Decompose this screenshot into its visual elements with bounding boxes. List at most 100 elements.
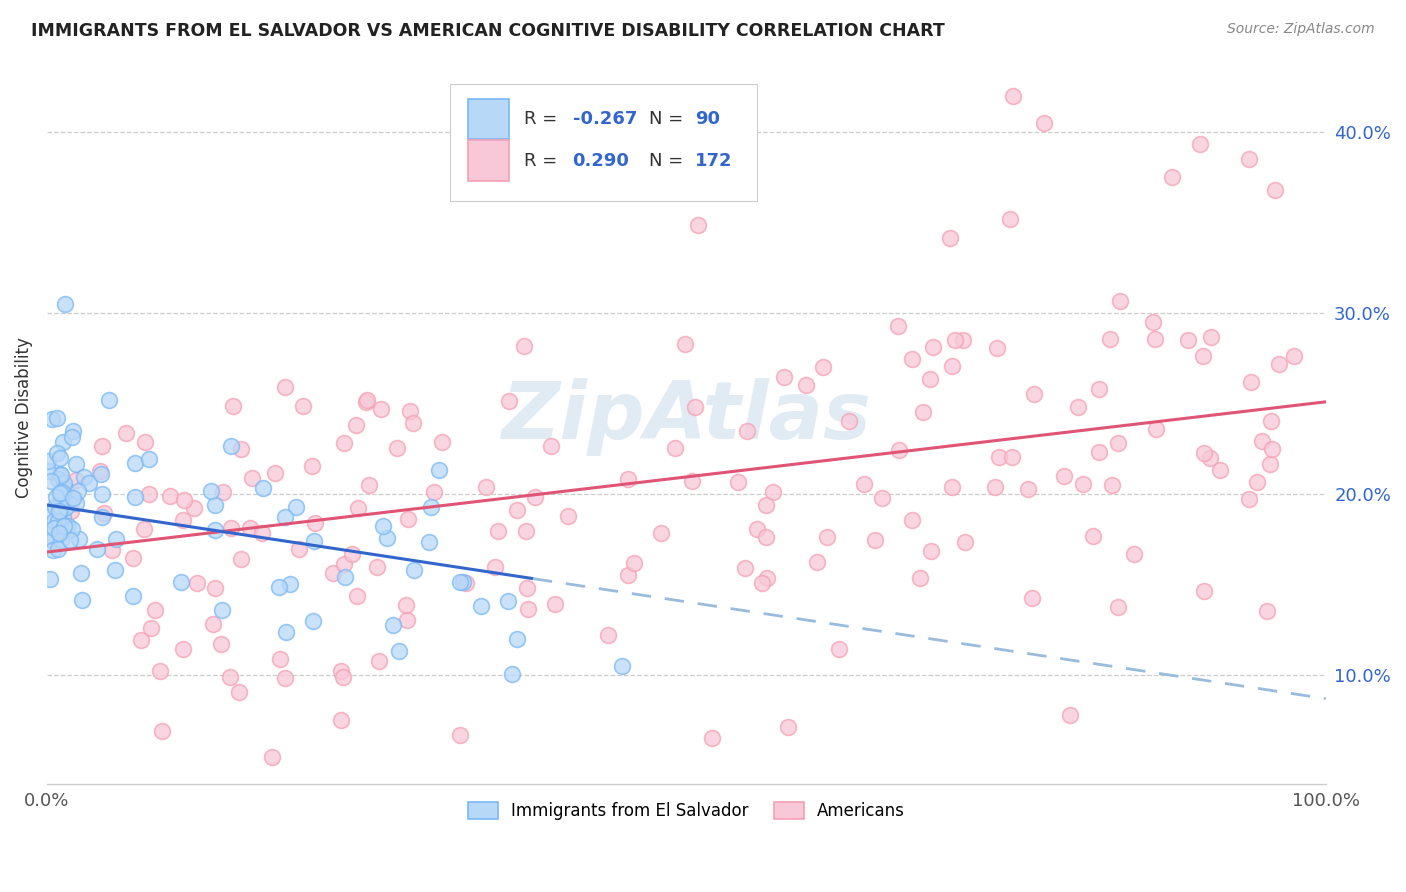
Point	[41, 474, 63, 488]
Point	[219, 670, 242, 684]
Point	[104, 563, 127, 577]
Point	[70, 593, 93, 607]
Point	[1261, 442, 1284, 456]
Point	[52, 434, 75, 449]
Point	[65, 473, 87, 487]
Point	[60, 522, 83, 536]
Point	[67, 532, 90, 546]
Point	[506, 502, 529, 516]
Point	[269, 651, 291, 665]
Point	[41, 411, 63, 425]
Point	[1088, 382, 1111, 396]
Point	[302, 533, 325, 548]
Point	[41, 533, 63, 547]
Point	[322, 566, 344, 580]
FancyBboxPatch shape	[468, 99, 509, 139]
Point	[302, 614, 325, 628]
Point	[852, 476, 875, 491]
Point	[52, 475, 75, 490]
Point	[45, 411, 67, 425]
Point	[93, 506, 115, 520]
Point	[219, 439, 242, 453]
Point	[887, 318, 910, 333]
Point	[97, 392, 120, 407]
Point	[138, 452, 160, 467]
Point	[51, 524, 73, 538]
Point	[755, 530, 778, 544]
Point	[73, 469, 96, 483]
Point	[48, 485, 70, 500]
Point	[430, 434, 453, 449]
Point	[901, 352, 924, 367]
Text: R =: R =	[524, 110, 562, 128]
Point	[1189, 137, 1212, 152]
Point	[912, 405, 935, 419]
Point	[388, 644, 411, 658]
Y-axis label: Cognitive Disability: Cognitive Disability	[15, 337, 32, 498]
Point	[138, 487, 160, 501]
Point	[55, 500, 77, 514]
Point	[988, 450, 1011, 464]
Point	[1033, 116, 1056, 130]
Point	[683, 400, 706, 414]
Point	[209, 636, 232, 650]
Point	[395, 598, 418, 612]
Point	[401, 416, 423, 430]
Point	[395, 614, 418, 628]
FancyBboxPatch shape	[450, 84, 756, 201]
Point	[1021, 591, 1043, 605]
Point	[382, 618, 405, 632]
Point	[1282, 349, 1305, 363]
Point	[37, 454, 59, 468]
Point	[304, 516, 326, 530]
Point	[778, 720, 800, 734]
Point	[329, 664, 352, 678]
Point	[516, 582, 538, 596]
Point	[101, 542, 124, 557]
Point	[1071, 477, 1094, 491]
Point	[540, 439, 562, 453]
Point	[59, 504, 82, 518]
Point	[211, 603, 233, 617]
Point	[124, 490, 146, 504]
Point	[91, 486, 114, 500]
Point	[838, 414, 860, 428]
Point	[48, 450, 70, 465]
Point	[887, 443, 910, 458]
Point	[170, 575, 193, 590]
Point	[673, 336, 696, 351]
Point	[1053, 469, 1076, 483]
Point	[1209, 463, 1232, 477]
Point	[301, 458, 323, 473]
Point	[42, 514, 65, 528]
Point	[1101, 478, 1123, 492]
FancyBboxPatch shape	[468, 140, 509, 181]
Text: Source: ZipAtlas.com: Source: ZipAtlas.com	[1227, 22, 1375, 37]
Point	[367, 654, 389, 668]
Point	[69, 566, 91, 580]
Point	[90, 467, 112, 481]
Point	[811, 360, 834, 375]
Point	[53, 297, 76, 311]
Point	[734, 561, 756, 575]
Point	[263, 466, 285, 480]
Point	[1246, 475, 1268, 489]
Point	[89, 464, 111, 478]
Text: N =: N =	[650, 152, 689, 169]
Point	[332, 670, 354, 684]
Point	[344, 418, 367, 433]
Point	[952, 333, 974, 347]
Point	[794, 377, 817, 392]
Point	[219, 521, 242, 535]
Point	[335, 570, 357, 584]
Point	[231, 552, 253, 566]
Point	[986, 341, 1008, 355]
Point	[86, 541, 108, 556]
Point	[204, 498, 226, 512]
Point	[496, 594, 519, 608]
Point	[1192, 349, 1215, 363]
Point	[134, 435, 156, 450]
Point	[115, 425, 138, 440]
Point	[920, 543, 942, 558]
Point	[681, 475, 703, 489]
